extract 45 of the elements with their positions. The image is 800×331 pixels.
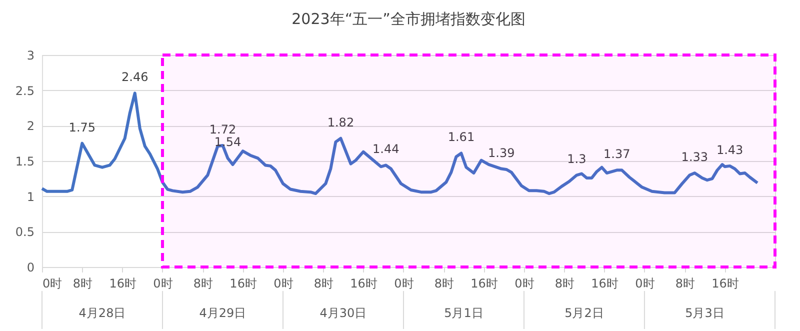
- x-tick-label: 0时: [514, 276, 534, 290]
- data-label: 1.3: [567, 152, 586, 166]
- data-label: 1.44: [372, 142, 400, 156]
- y-tick-label: 2.5: [15, 84, 34, 98]
- x-tick-label: 8时: [193, 276, 213, 290]
- x-tick-label: 8时: [72, 276, 92, 290]
- y-tick-label: 0: [26, 260, 34, 274]
- x-tick-label: 16时: [350, 276, 378, 290]
- text: 5月1日: [444, 306, 484, 320]
- x-tick-label: 0时: [635, 276, 655, 290]
- x-tick-label: 8时: [554, 276, 574, 290]
- x-tick-label: 16时: [109, 276, 136, 290]
- y-tick-label: 1.5: [15, 154, 34, 168]
- x-tick-label: 0时: [42, 276, 62, 290]
- data-label: 1.39: [488, 146, 515, 160]
- y-tick-label: 0.5: [15, 225, 34, 240]
- data-label: 1.43: [716, 142, 744, 157]
- y-tick-label: 2: [26, 119, 34, 134]
- x-tick-label: 16时: [712, 276, 739, 290]
- text: 4月30日: [320, 306, 367, 320]
- text: 4月28日: [78, 306, 126, 320]
- x-tick-label: 8时: [675, 276, 695, 290]
- chart-title: 2023年“五一”全市拥堵指数变化图: [292, 10, 526, 28]
- data-label: 1.75: [68, 120, 96, 134]
- x-tick-label: 0时: [394, 276, 414, 290]
- x-tick-label: 16时: [470, 276, 498, 290]
- data-label: 1.33: [681, 150, 708, 164]
- line-series: [40, 92, 759, 196]
- x-tick-label: 8时: [434, 276, 454, 290]
- x-tick-label: 8时: [314, 276, 334, 290]
- x-tick-label: 16时: [591, 276, 618, 290]
- y-tick-label: 1: [26, 190, 34, 204]
- data-label: 1.72: [209, 122, 236, 136]
- x-tick-label: 0时: [153, 276, 173, 290]
- x-tick-label: 0时: [274, 276, 294, 290]
- text: 5月2日: [564, 306, 604, 320]
- x-tick-label: 16时: [230, 276, 257, 290]
- text: 5月3日: [685, 306, 724, 320]
- y-tick-label: 3: [26, 48, 34, 62]
- data-label: 1.54: [214, 135, 242, 150]
- data-label: 1.37: [603, 147, 630, 162]
- data-label: 1.61: [448, 130, 475, 144]
- data-label: 2.46: [122, 70, 148, 84]
- text: 4月29日: [199, 306, 246, 320]
- data-label: 1.82: [327, 115, 354, 130]
